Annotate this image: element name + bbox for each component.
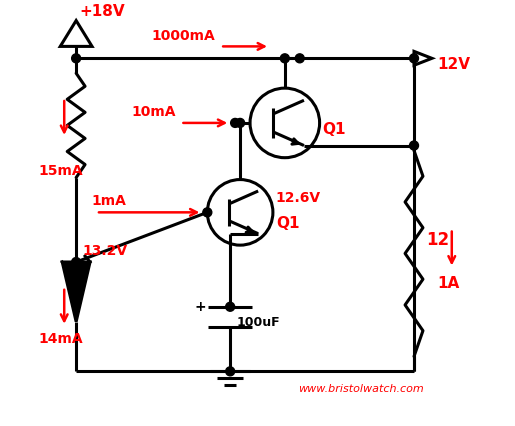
Text: 1A: 1A [438, 276, 460, 291]
Text: 100uF: 100uF [236, 315, 280, 328]
Text: Q1: Q1 [276, 216, 299, 231]
Text: www.bristolwatch.com: www.bristolwatch.com [298, 383, 424, 393]
Circle shape [72, 258, 81, 267]
Text: 1mA: 1mA [91, 194, 126, 208]
Circle shape [409, 55, 419, 63]
Text: 1000mA: 1000mA [151, 29, 215, 43]
Text: 15mA: 15mA [39, 163, 83, 177]
Text: 12V: 12V [437, 57, 470, 72]
Circle shape [409, 142, 419, 151]
Circle shape [226, 302, 235, 311]
Text: Q1: Q1 [322, 121, 346, 136]
Text: 14mA: 14mA [39, 331, 83, 345]
Circle shape [295, 55, 304, 63]
Text: 12: 12 [426, 230, 449, 248]
Polygon shape [62, 262, 90, 322]
Text: +18V: +18V [79, 3, 125, 19]
Circle shape [226, 367, 235, 376]
Circle shape [72, 55, 81, 63]
Circle shape [280, 55, 289, 63]
Text: 13.2V: 13.2V [82, 244, 127, 257]
Circle shape [236, 119, 245, 128]
Text: +: + [195, 299, 206, 313]
Text: 10mA: 10mA [131, 105, 176, 119]
Text: 12.6V: 12.6V [276, 191, 321, 205]
Circle shape [231, 119, 239, 128]
Circle shape [203, 208, 212, 217]
